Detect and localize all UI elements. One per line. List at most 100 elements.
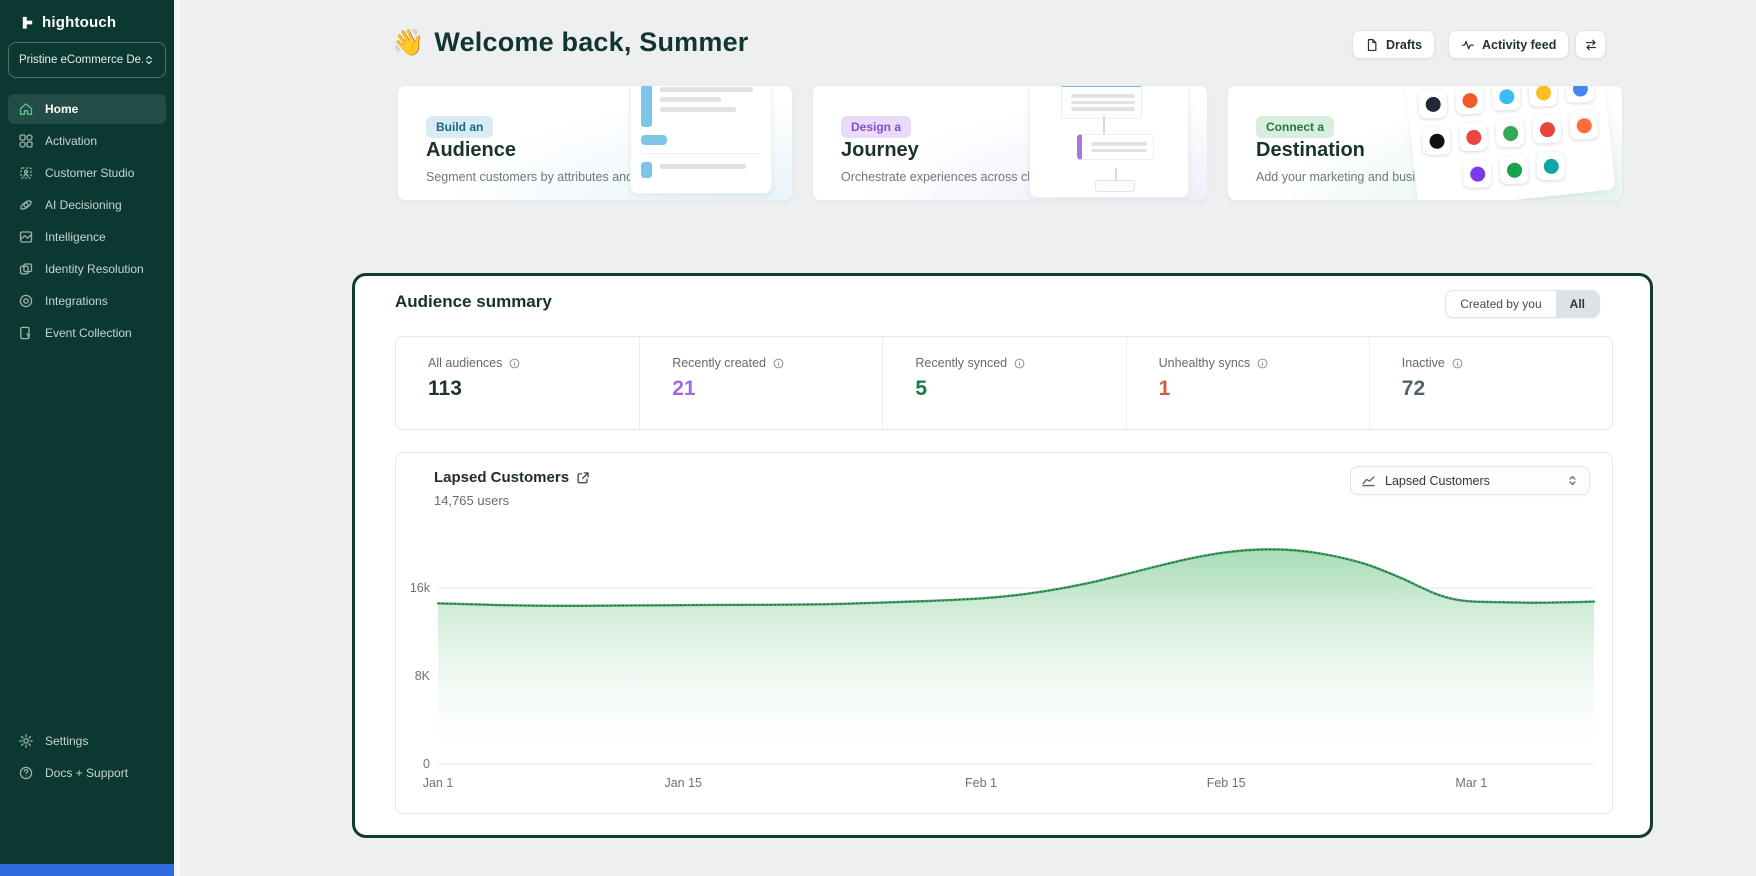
sidebar-item-docs-support[interactable]: Docs + Support bbox=[8, 758, 166, 788]
y-axis-tick: 0 bbox=[423, 757, 430, 771]
destination-logo-tile bbox=[1422, 126, 1452, 156]
destination-logo-tile bbox=[1532, 114, 1562, 144]
audience-filter-toggle: Created by you All bbox=[1445, 290, 1600, 318]
sidebar-item-event-collection[interactable]: Event Collection bbox=[8, 318, 166, 348]
sidebar-item-identity-resolution[interactable]: Identity Resolution bbox=[8, 254, 166, 284]
stat-value: 113 bbox=[428, 377, 462, 400]
destination-logo-tile bbox=[1458, 122, 1488, 152]
stat-value: 5 bbox=[915, 377, 928, 400]
lapsed-customers-chart-card: Lapsed Customers 14,765 users Lapsed Cus… bbox=[395, 452, 1613, 814]
design-a-badge: Design a bbox=[841, 116, 912, 138]
build-audience-card[interactable]: Build an Audience Segment customers by a… bbox=[397, 85, 793, 201]
stat-label: Recently created bbox=[672, 356, 766, 370]
stat-unhealthy-syncs: Unhealthy syncs 1 bbox=[1125, 337, 1369, 429]
activity-feed-label: Activity feed bbox=[1482, 37, 1557, 52]
help-icon bbox=[18, 765, 34, 781]
hightouch-logo: hightouch bbox=[20, 14, 116, 31]
event-collection-icon bbox=[18, 325, 34, 341]
wave-emoji: 👋 bbox=[392, 27, 425, 57]
stat-inactive: Inactive 72 bbox=[1368, 337, 1612, 429]
x-axis-tick: Jan 15 bbox=[664, 776, 702, 790]
card-description: Add your marketing and business tools bbox=[1256, 170, 1472, 184]
info-icon[interactable] bbox=[1013, 357, 1026, 370]
sidebar-item-label: Customer Studio bbox=[45, 166, 135, 180]
destination-logo-tile bbox=[1565, 86, 1595, 103]
drafts-label: Drafts bbox=[1386, 37, 1423, 52]
content-left-gutter bbox=[174, 0, 180, 876]
card-title-journey: Journey bbox=[841, 139, 919, 161]
info-icon[interactable] bbox=[508, 357, 521, 370]
sidebar-item-label: Intelligence bbox=[45, 230, 106, 244]
audience-summary-panel: Audience summary Created by you All All … bbox=[352, 273, 1653, 838]
audience-stats-box: All audiences 113 Recently created 21 Re… bbox=[395, 336, 1613, 430]
welcome-text: Welcome back, Summer bbox=[434, 27, 749, 57]
stat-recently-created: Recently created 21 bbox=[639, 337, 882, 429]
integrations-icon bbox=[18, 293, 34, 309]
external-link-icon[interactable] bbox=[576, 471, 590, 485]
trend-line-icon bbox=[1361, 473, 1376, 488]
hightouch-flag-icon bbox=[20, 15, 35, 30]
x-axis-tick: Mar 1 bbox=[1455, 776, 1487, 790]
card-title-audience: Audience bbox=[426, 139, 517, 161]
activity-feed-button[interactable]: Activity feed bbox=[1448, 30, 1570, 59]
stat-value: 72 bbox=[1401, 377, 1426, 400]
info-icon[interactable] bbox=[1256, 357, 1269, 370]
design-journey-card[interactable]: Design a Journey Orchestrate experiences… bbox=[812, 85, 1208, 201]
metric-selector-value: Lapsed Customers bbox=[1385, 473, 1490, 488]
stat-recently-synced: Recently synced 5 bbox=[882, 337, 1125, 429]
y-axis-tick: 16k bbox=[410, 581, 431, 595]
destination-logo-tile bbox=[1491, 86, 1521, 111]
sidebar-footer: Settings Docs + Support bbox=[8, 726, 166, 790]
destination-logo-tile bbox=[1418, 89, 1448, 119]
sidebar-item-label: Identity Resolution bbox=[45, 262, 144, 276]
card-title-destination: Destination bbox=[1256, 139, 1365, 161]
x-axis-tick: Feb 15 bbox=[1207, 776, 1246, 790]
sidebar-item-label: Event Collection bbox=[45, 326, 132, 340]
sidebar-item-customer-studio[interactable]: Customer Studio bbox=[8, 158, 166, 188]
taskbar-strip bbox=[0, 864, 174, 876]
card-description: Orchestrate experiences across channels bbox=[841, 170, 1071, 184]
x-axis-tick: Feb 1 bbox=[965, 776, 997, 790]
workspace-selector[interactable]: Pristine eCommerce De... bbox=[8, 42, 166, 78]
document-icon bbox=[1365, 38, 1379, 52]
build-an-badge: Build an bbox=[426, 116, 494, 138]
home-icon bbox=[18, 101, 34, 117]
info-icon[interactable] bbox=[772, 357, 785, 370]
connect-destination-card[interactable]: Connect a Destination Add your marketing… bbox=[1227, 85, 1623, 201]
sidebar-nav: Home Activation Customer Studio AI Decis… bbox=[8, 94, 166, 350]
sidebar-item-activation[interactable]: Activation bbox=[8, 126, 166, 156]
sidebar: hightouch Pristine eCommerce De... Home … bbox=[0, 0, 174, 876]
sidebar-item-label: AI Decisioning bbox=[45, 198, 122, 212]
drafts-button[interactable]: Drafts bbox=[1352, 30, 1436, 59]
customer-studio-icon bbox=[18, 165, 34, 181]
filter-all[interactable]: All bbox=[1555, 291, 1599, 317]
workspace-name: Pristine eCommerce De... bbox=[19, 54, 143, 66]
activity-pulse-icon bbox=[1461, 38, 1475, 52]
chart-title: Lapsed Customers bbox=[434, 469, 570, 486]
sidebar-item-ai-decisioning[interactable]: AI Decisioning bbox=[8, 190, 166, 220]
stat-value: 1 bbox=[1158, 377, 1171, 400]
settings-icon bbox=[18, 733, 34, 749]
sidebar-item-label: Settings bbox=[45, 734, 89, 748]
chevron-up-down-icon bbox=[143, 54, 155, 66]
lapsed-customers-area-chart[interactable]: 0 8K 16k Jan 1 Jan 15 Feb 1 Feb 15 Mar 1 bbox=[396, 511, 1611, 803]
destination-logo-tile bbox=[1495, 118, 1525, 148]
sidebar-item-intelligence[interactable]: Intelligence bbox=[8, 222, 166, 252]
filter-created-by-you[interactable]: Created by you bbox=[1446, 291, 1556, 317]
stat-all-audiences: All audiences 113 bbox=[396, 337, 639, 429]
sidebar-item-home[interactable]: Home bbox=[8, 94, 166, 124]
chart-area-fill bbox=[438, 549, 1594, 764]
sidebar-item-integrations[interactable]: Integrations bbox=[8, 286, 166, 316]
sidebar-item-settings[interactable]: Settings bbox=[8, 726, 166, 756]
chart-subtitle: 14,765 users bbox=[434, 493, 510, 508]
chart-line-dotted-overlay bbox=[437, 548, 1595, 607]
metric-selector-dropdown[interactable]: Lapsed Customers bbox=[1350, 466, 1590, 495]
sidebar-item-label: Integrations bbox=[45, 294, 108, 308]
sidebar-item-label: Activation bbox=[45, 134, 98, 148]
identity-resolution-icon bbox=[18, 261, 34, 277]
logo-text: hightouch bbox=[42, 14, 117, 31]
swap-arrows-icon bbox=[1584, 38, 1598, 52]
info-icon[interactable] bbox=[1451, 357, 1464, 370]
switch-view-button[interactable] bbox=[1575, 30, 1606, 59]
